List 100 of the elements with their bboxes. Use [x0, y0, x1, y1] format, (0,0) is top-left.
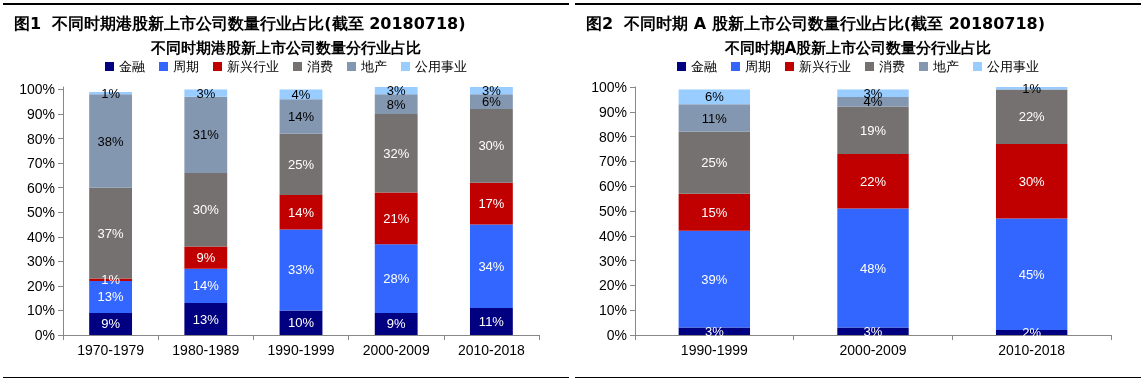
- data-label: 9%: [101, 316, 121, 332]
- data-label: 6%: [704, 89, 725, 105]
- data-label: 9%: [386, 316, 407, 332]
- x-tick-label: 2010-2018: [457, 342, 526, 358]
- data-label: 30%: [478, 138, 505, 154]
- data-label: 6%: [482, 94, 502, 110]
- data-label: 13%: [192, 311, 220, 327]
- bar: [837, 153, 909, 209]
- y-tick-label: 20%: [26, 277, 55, 294]
- bar: [184, 96, 228, 173]
- data-label: 14%: [287, 204, 315, 220]
- legend-label: 地产: [360, 59, 387, 74]
- data-label: 19%: [859, 122, 887, 138]
- x-tick-label: 1980-1989: [172, 342, 240, 358]
- y-tick-label: 30%: [598, 252, 627, 269]
- data-label: 37%: [97, 225, 125, 241]
- x-tick-label: 1970-1979: [77, 342, 145, 358]
- data-label: 45%: [1018, 266, 1046, 282]
- legend-label: 地产: [932, 59, 959, 74]
- y-tick-label: 10%: [598, 302, 627, 319]
- bar: [469, 109, 513, 183]
- legend-label: 消费: [879, 59, 905, 74]
- data-label: 14%: [192, 278, 220, 294]
- legend-label: 金融: [119, 59, 145, 74]
- data-label: 22%: [1018, 109, 1046, 125]
- y-tick-label: 70%: [598, 153, 627, 170]
- data-label: 21%: [383, 210, 410, 226]
- bar: [184, 303, 228, 335]
- data-label: 31%: [192, 127, 220, 143]
- x-tick-label: 1990-1999: [680, 342, 749, 358]
- y-tick-label: 50%: [598, 203, 627, 219]
- chart-subtitle: 不同时期A股新上市公司数量分行业占比: [723, 38, 992, 57]
- data-label: 38%: [97, 133, 125, 149]
- legend-label: 消费: [307, 59, 333, 74]
- bar: [374, 192, 418, 245]
- bar: [374, 114, 418, 193]
- data-label: 32%: [383, 145, 410, 161]
- y-tick-label: 100%: [19, 81, 55, 98]
- bar: [469, 182, 513, 225]
- y-tick-label: 0%: [606, 327, 627, 343]
- y-tick-label: 40%: [26, 228, 55, 245]
- data-label: 3%: [704, 323, 725, 339]
- data-label: 3%: [863, 323, 883, 339]
- bar: [995, 144, 1068, 219]
- y-tick-label: 90%: [26, 106, 55, 123]
- chart-title: 图1 不同时期港股新上市公司数量行业占比(截至 20180718): [14, 13, 466, 33]
- y-tick-label: 20%: [598, 277, 627, 294]
- chart-subtitle: 不同时期港股新上市公司数量分行业占比: [150, 38, 421, 57]
- data-label: 15%: [701, 204, 728, 220]
- legend-label: 周期: [173, 59, 199, 74]
- bar: [469, 224, 513, 308]
- bar: [837, 208, 909, 328]
- data-label: 1%: [101, 272, 121, 288]
- data-label: 4%: [291, 86, 311, 102]
- bar: [279, 229, 323, 311]
- data-label: 34%: [478, 258, 505, 274]
- data-label: 30%: [192, 202, 220, 218]
- y-tick-label: 40%: [598, 227, 627, 244]
- y-tick-label: 50%: [26, 204, 55, 221]
- data-label: 48%: [859, 260, 887, 276]
- y-tick-label: 30%: [26, 253, 55, 270]
- chart-title: 图2 不同时期 A 股新上市公司数量行业占比(截至 20180718): [586, 13, 1046, 33]
- y-tick-label: 0%: [34, 327, 55, 343]
- y-tick-label: 80%: [26, 130, 55, 147]
- bar: [279, 133, 323, 196]
- data-label: 30%: [1018, 173, 1046, 189]
- data-label: 8%: [386, 96, 407, 112]
- legend-label: 周期: [745, 59, 771, 74]
- data-label: 10%: [287, 315, 315, 331]
- bar: [184, 268, 228, 304]
- data-label: 3%: [386, 83, 407, 99]
- y-tick-label: 60%: [26, 179, 55, 196]
- data-label: 25%: [287, 156, 315, 172]
- data-label: 3%: [196, 85, 216, 101]
- bar: [678, 193, 751, 231]
- y-tick-label: 70%: [26, 155, 55, 172]
- data-label: 39%: [701, 271, 728, 287]
- bar: [184, 172, 228, 247]
- legend-label: 新兴行业: [227, 59, 279, 74]
- data-label: 1%: [101, 85, 121, 101]
- x-tick-label: 1990-1999: [267, 342, 335, 358]
- y-tick-label: 80%: [598, 128, 627, 145]
- x-tick-label: 2000-2009: [362, 342, 430, 358]
- legend-label: 新兴行业: [799, 59, 851, 74]
- data-label: 14%: [287, 108, 315, 124]
- bar: [678, 230, 751, 328]
- y-tick-label: 90%: [598, 103, 627, 120]
- y-tick-label: 100%: [591, 79, 627, 95]
- data-label: 33%: [287, 262, 315, 278]
- data-label: 9%: [196, 250, 216, 266]
- x-tick-label: 2010-2018: [998, 342, 1066, 358]
- data-label: 25%: [701, 155, 728, 171]
- legend-label: 金融: [691, 59, 717, 74]
- data-label: 28%: [383, 271, 410, 287]
- y-tick-label: 60%: [598, 178, 627, 195]
- legend-label: 公用事业: [415, 59, 467, 74]
- bar: [678, 131, 751, 194]
- bar: [374, 244, 418, 313]
- data-label: 11%: [478, 313, 505, 329]
- bar: [279, 99, 323, 134]
